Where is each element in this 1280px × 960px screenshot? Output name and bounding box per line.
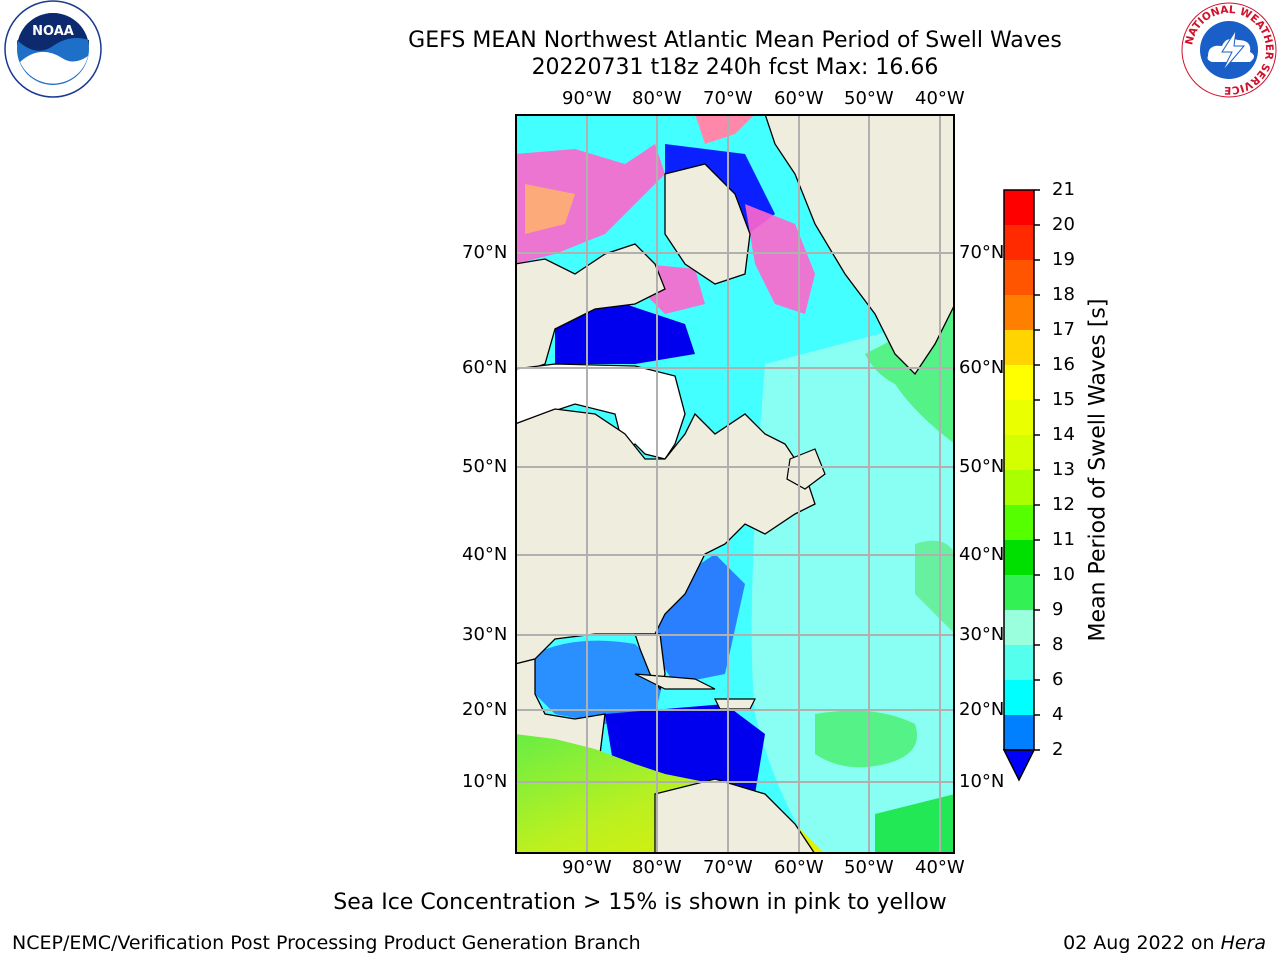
sea-ice-west: [515, 144, 665, 264]
colorbar-segment: [1004, 260, 1034, 295]
colorbar-tick-label: 10: [1052, 564, 1075, 585]
lon-label-bottom: 90°W: [562, 857, 612, 878]
footer-right: 02 Aug 2022 on Hera: [1063, 932, 1266, 954]
land-hispaniola: [714, 698, 756, 710]
colorbar-tick-label: 20: [1052, 214, 1075, 235]
lat-label-left: 20°N: [462, 699, 508, 720]
lat-label-right: 30°N: [959, 624, 1005, 645]
colorbar-tick-label: 21: [1052, 179, 1075, 200]
swell-10-patch-east: [915, 540, 955, 634]
colorbar-tick-label: 17: [1052, 319, 1075, 340]
lat-label-right: 40°N: [959, 544, 1005, 565]
lon-label-top: 90°W: [562, 88, 612, 109]
lat-label-left: 40°N: [462, 544, 508, 565]
sea-ice-west-yellow: [525, 184, 575, 234]
colorbar-segment: [1004, 470, 1034, 505]
lon-label-top: 40°W: [915, 88, 965, 109]
footer-left: NCEP/EMC/Verification Post Processing Pr…: [12, 932, 641, 954]
footer-host: Hera: [1220, 932, 1266, 954]
colorbar-segment: [1004, 435, 1034, 470]
colorbar-segment: [1004, 400, 1034, 435]
nws-logo: NATIONAL WEATHER SERVICE: [1178, 0, 1280, 100]
land-greenland: [764, 114, 955, 376]
sea-ice-north: [695, 114, 755, 144]
graticule: [515, 114, 955, 854]
lon-label-bottom: 70°W: [703, 857, 753, 878]
lon-label-top: 80°W: [632, 88, 682, 109]
colorbar-segment: [1004, 190, 1034, 225]
lon-label-top: 70°W: [703, 88, 753, 109]
land-arctic-canada: [515, 243, 666, 375]
lat-label-left: 70°N: [462, 242, 508, 263]
lon-label-bottom: 50°W: [844, 857, 894, 878]
colorbar-tick-label: 19: [1052, 249, 1075, 270]
colorbar-tick-label: 11: [1052, 529, 1075, 550]
footer-date: 02 Aug 2022 on: [1063, 932, 1221, 954]
lat-label-right: 60°N: [959, 357, 1005, 378]
lat-label-left: 50°N: [462, 456, 508, 477]
colorbar-tick-label: 18: [1052, 284, 1075, 305]
noaa-logo: NOAA: [0, 0, 108, 100]
title-line-1: GEFS MEAN Northwest Atlantic Mean Period…: [408, 28, 1062, 53]
lat-label-right: 70°N: [959, 242, 1005, 263]
lon-label-top: 60°W: [774, 88, 824, 109]
lat-label-left: 30°N: [462, 624, 508, 645]
lat-label-left: 10°N: [462, 771, 508, 792]
colorbar-segment: [1004, 330, 1034, 365]
lat-label-right: 50°N: [959, 456, 1005, 477]
lon-label-bottom: 40°W: [915, 857, 965, 878]
colorbar-tick-label: 4: [1052, 704, 1064, 725]
colorbar-tick-label: 16: [1052, 354, 1075, 375]
lat-label-right: 10°N: [959, 771, 1005, 792]
colorbar-tick-label: 13: [1052, 459, 1075, 480]
colorbar-tick-label: 12: [1052, 494, 1075, 515]
colorbar-segment: [1004, 680, 1034, 715]
colorbar-segment: [1004, 540, 1034, 575]
gulf-swell: [535, 640, 665, 724]
colorbar-tick-label: 9: [1052, 599, 1064, 620]
colorbar-segment: [1004, 225, 1034, 260]
colorbar-title: Mean Period of Swell Waves [s]: [1085, 298, 1111, 642]
colorbar-segment: [1004, 645, 1034, 680]
map-frame: [515, 114, 955, 854]
swell-11-patch: [875, 794, 955, 854]
land-cuba: [634, 673, 716, 690]
colorbar: [1000, 186, 1040, 786]
lat-label-left: 60°N: [462, 357, 508, 378]
swell-10-patch: [815, 710, 917, 768]
chart-title: GEFS MEAN Northwest Atlantic Mean Period…: [300, 27, 1170, 81]
lon-label-top: 50°W: [844, 88, 894, 109]
sea-ice-labrador: [745, 204, 815, 314]
colorbar-segment: [1004, 575, 1034, 610]
colorbar-tick-label: 8: [1052, 634, 1064, 655]
lat-label-right: 20°N: [959, 699, 1005, 720]
colorbar-tick-label: 6: [1052, 669, 1064, 690]
colorbar-segment: [1004, 715, 1034, 750]
sea-ice-note: Sea Ice Concentration > 15% is shown in …: [333, 890, 947, 915]
colorbar-tick-label: 15: [1052, 389, 1075, 410]
lon-label-bottom: 60°W: [774, 857, 824, 878]
colorbar-extension: [1002, 749, 1036, 782]
title-line-2: 20220731 t18z 240h fcst Max: 16.66: [531, 55, 939, 80]
colorbar-tick-label: 14: [1052, 424, 1075, 445]
noaa-logo-text: NOAA: [32, 24, 74, 39]
colorbar-segment: [1004, 365, 1034, 400]
land-newfoundland: [786, 448, 826, 490]
colorbar-tick-label: 2: [1052, 739, 1064, 760]
colorbar-segment: [1004, 610, 1034, 645]
hudson-swell: [555, 304, 695, 364]
land-south-america: [654, 778, 816, 854]
swell-9-region: [751, 314, 955, 854]
colorbar-segment: [1004, 295, 1034, 330]
lon-label-bottom: 80°W: [632, 857, 682, 878]
colorbar-segment: [1004, 505, 1034, 540]
map-panel: [515, 114, 955, 854]
